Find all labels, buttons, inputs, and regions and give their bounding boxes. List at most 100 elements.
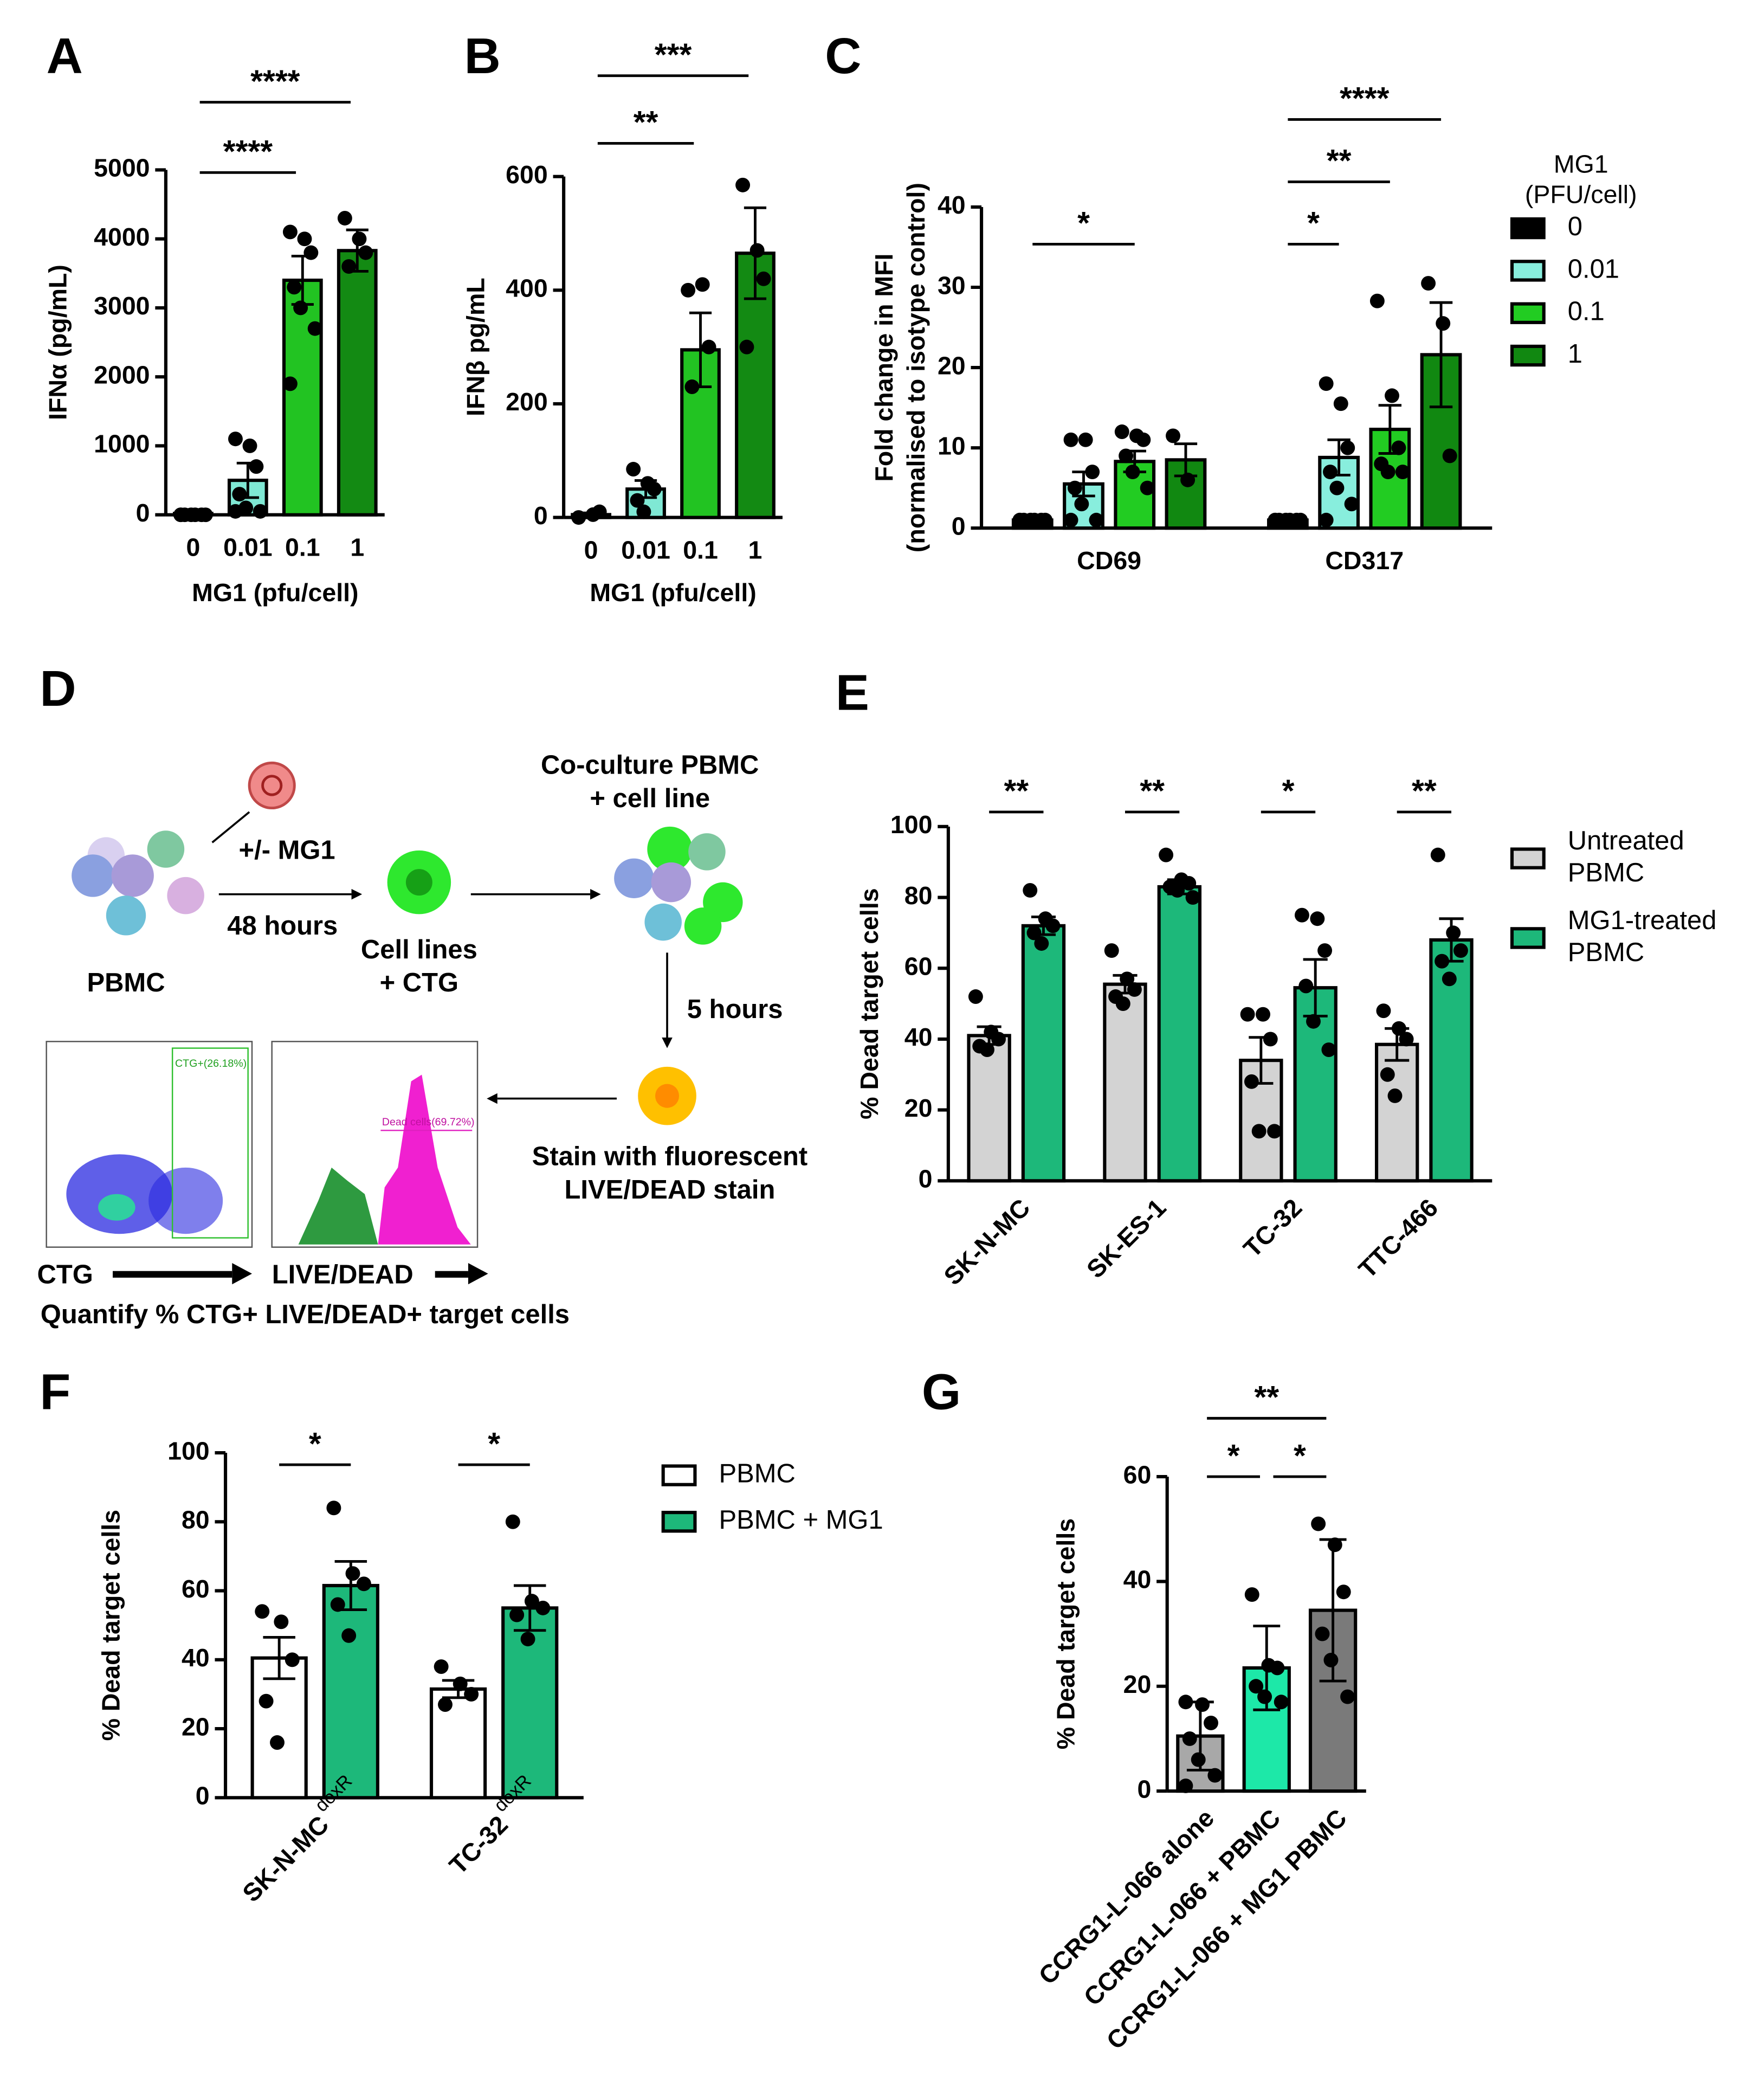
error-bar <box>236 461 259 499</box>
data-point <box>735 177 751 192</box>
data-point <box>1038 512 1053 527</box>
data-point <box>636 504 651 519</box>
y-tick-label: 60 <box>1123 1460 1152 1489</box>
data-point <box>274 1614 289 1629</box>
data-point <box>438 1697 453 1712</box>
error-bar <box>1186 1700 1214 1772</box>
label: 5 hours <box>687 995 783 1024</box>
data-point <box>1380 1067 1395 1082</box>
legend-label: MG1-treated PBMC <box>1568 906 1717 967</box>
data-point <box>464 1686 479 1702</box>
data-point <box>1319 376 1334 391</box>
y-axis-label: IFNα (pg/mL) <box>43 265 72 420</box>
data-point <box>1023 512 1038 527</box>
data-point <box>1293 512 1308 527</box>
legend-label: 0 <box>1568 212 1582 241</box>
data-point <box>1319 512 1334 527</box>
x-tick-label: TC-32 <box>1238 1193 1307 1262</box>
legend-title: (PFU/cell) <box>1525 181 1637 209</box>
arrowhead <box>590 888 601 900</box>
significance-label: * <box>1227 1438 1240 1473</box>
significance-label: * <box>1294 1438 1306 1473</box>
data-point <box>681 282 696 298</box>
data-point <box>1067 480 1082 495</box>
y-tick-label: 0 <box>1137 1775 1151 1803</box>
data-point <box>1278 512 1294 527</box>
data-point <box>285 1652 300 1667</box>
x-tick-label: 0 <box>584 536 598 564</box>
legend-swatch <box>1510 260 1546 282</box>
data-point <box>1127 982 1142 997</box>
axis-label: CTG <box>37 1260 93 1289</box>
legend-label: 1 <box>1568 339 1582 369</box>
data-point <box>695 277 710 292</box>
data-point <box>198 507 213 523</box>
bar <box>1157 885 1202 1183</box>
x-tick-label: CCRG1-L-066 + MG1 PBMC <box>1101 1803 1352 2054</box>
x-tick-label: 0.1 <box>683 536 718 564</box>
data-point <box>1012 512 1028 527</box>
data-point <box>739 339 754 355</box>
y-tick-label: 0 <box>952 512 966 540</box>
error-bar <box>1385 1027 1410 1062</box>
y-tick-label: 40 <box>904 1023 933 1051</box>
data-point <box>1340 440 1355 455</box>
bar <box>1165 458 1207 530</box>
legend-swatch <box>1510 847 1546 869</box>
data-point <box>1376 1003 1391 1019</box>
gate-label: CTG+(26.18%) <box>175 1058 247 1070</box>
data-point <box>1140 480 1155 495</box>
label: PBMC <box>87 968 165 997</box>
data-point <box>1191 1752 1206 1767</box>
y-tick-label: 0 <box>136 499 150 527</box>
error-bar <box>1253 1625 1281 1711</box>
x-tick-label: 0.1 <box>285 533 320 562</box>
y-tick-label: 100 <box>890 810 933 839</box>
y-tick-label: 80 <box>904 881 933 910</box>
label: 48 hours <box>227 911 338 941</box>
bar <box>1375 1042 1419 1183</box>
legend-swatch <box>661 1511 697 1533</box>
data-point <box>1421 276 1436 291</box>
x-tick-label: CD69 <box>1077 546 1141 575</box>
significance-label: **** <box>250 64 300 99</box>
y-tick-label: 1000 <box>94 430 150 458</box>
significance-label: **** <box>1340 81 1390 117</box>
legend-swatch <box>1510 217 1546 240</box>
error-bar <box>634 479 657 499</box>
data-point <box>1315 1626 1330 1641</box>
data-point <box>1195 1697 1210 1712</box>
legend-swatch <box>661 1464 697 1486</box>
y-tick-label: 600 <box>506 160 548 189</box>
data-point <box>1204 1715 1218 1730</box>
y-tick-label: 20 <box>938 351 966 379</box>
x-tick-group: CCRG1-L-066 + MG1 PBMC <box>1101 1803 1352 2054</box>
error-bar <box>1174 442 1198 478</box>
x-tick-label: 1 <box>748 536 763 564</box>
data-point <box>1323 465 1337 480</box>
legend-label: 0.01 <box>1568 254 1619 284</box>
data-point <box>326 1500 341 1516</box>
data-point <box>1045 918 1061 933</box>
x-tick-label: TTC-466 <box>1353 1193 1444 1284</box>
significance-label: **** <box>223 134 273 170</box>
data-point <box>307 321 322 336</box>
data-point <box>1249 1679 1264 1694</box>
error-bar <box>1319 1538 1347 1683</box>
data-point <box>1391 440 1406 455</box>
data-point <box>979 1042 994 1057</box>
arrowhead <box>662 1037 673 1048</box>
error-bar <box>334 1560 367 1611</box>
x-axis-label: MG1 (pfu/cell) <box>590 578 756 607</box>
y-tick-label: 40 <box>1123 1566 1152 1594</box>
data-point <box>282 376 298 391</box>
data-point <box>968 989 983 1004</box>
data-point <box>1436 316 1451 331</box>
virus-icon <box>248 761 296 810</box>
significance-label: ** <box>634 105 658 140</box>
data-point <box>249 459 264 474</box>
x-tick-group: SK-N-MC <box>938 1193 1035 1290</box>
data-point <box>1340 1689 1355 1704</box>
flow-density <box>98 1194 135 1221</box>
error-bar <box>263 1635 295 1680</box>
